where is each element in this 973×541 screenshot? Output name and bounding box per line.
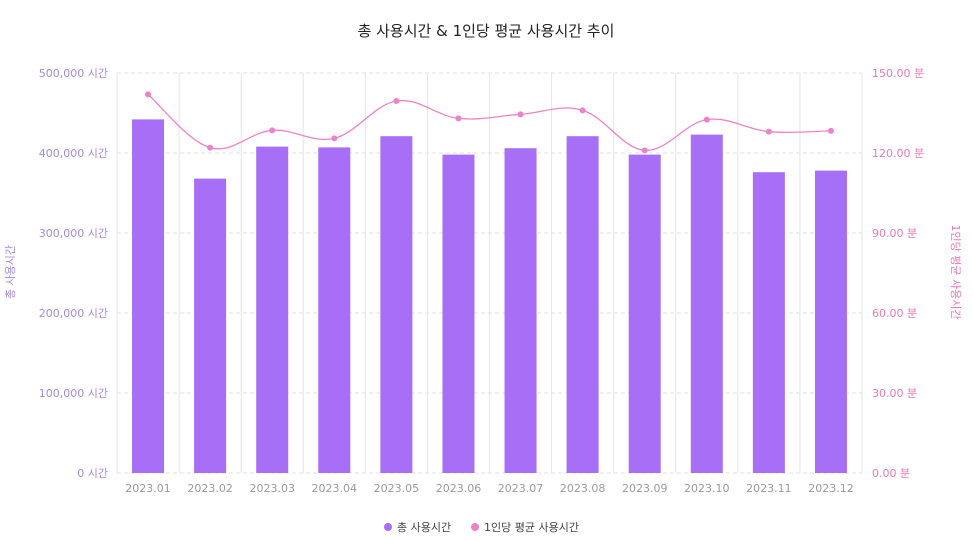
bar-2023.03[interactable] — [256, 146, 289, 473]
point-2023.12[interactable] — [827, 127, 834, 134]
x-tick-label: 2023.11 — [746, 482, 792, 495]
right-axis-ticks: 0.00 분 30.00 분 60.00 분 90.00 분 120.00 분 150.0… — [872, 67, 924, 480]
x-tick-label: 2023.12 — [808, 482, 854, 495]
right-tick-label: 90.00 분 — [872, 227, 917, 240]
left-tick-label: 0 시간 — [77, 467, 108, 480]
point-2023.03[interactable] — [269, 127, 276, 134]
left-tick-label: 200,000 시간 — [39, 307, 108, 320]
point-2023.01[interactable] — [145, 91, 152, 98]
point-2023.04[interactable] — [331, 135, 338, 142]
left-axis-label: 총 사용시간 — [4, 245, 17, 299]
legend-line-marker[interactable] — [471, 523, 479, 531]
left-tick-label: 300,000 시간 — [39, 227, 108, 240]
x-tick-label: 2023.05 — [374, 482, 420, 495]
right-tick-label: 150.00 분 — [872, 67, 924, 80]
x-tick-label: 2023.02 — [187, 482, 233, 495]
point-2023.10[interactable] — [703, 116, 710, 123]
left-tick-label: 400,000 시간 — [39, 147, 108, 160]
x-tick-label: 2023.04 — [312, 482, 358, 495]
x-tick-label: 2023.03 — [249, 482, 295, 495]
bar-series — [132, 119, 847, 474]
right-tick-label: 120.00 분 — [872, 147, 924, 160]
left-tick-label: 100,000 시간 — [39, 387, 108, 400]
x-tick-label: 2023.01 — [125, 482, 171, 495]
point-2023.11[interactable] — [765, 128, 772, 135]
legend-bar-marker[interactable] — [384, 523, 392, 531]
point-2023.07[interactable] — [517, 111, 524, 118]
point-2023.06[interactable] — [455, 115, 462, 122]
bar-2023.10[interactable] — [690, 134, 723, 473]
right-axis-label: 1인당 평균 사용시간 — [949, 225, 962, 320]
chart-title: 총 사용시간 & 1인당 평균 사용시간 추이 — [358, 22, 615, 40]
bar-2023.09[interactable] — [628, 154, 661, 473]
point-2023.08[interactable] — [579, 107, 586, 114]
line-series — [145, 91, 834, 154]
point-2023.09[interactable] — [641, 147, 648, 154]
x-tick-label: 2023.09 — [622, 482, 668, 495]
bar-2023.02[interactable] — [194, 178, 227, 473]
right-tick-label: 30.00 분 — [872, 387, 917, 400]
legend-line-label[interactable]: 1인당 평균 사용시간 — [484, 521, 579, 534]
bar-2023.04[interactable] — [318, 147, 351, 473]
point-2023.02[interactable] — [207, 144, 214, 151]
grid-lines — [116, 72, 863, 474]
legend-bar-label[interactable]: 총 사용시간 — [397, 521, 451, 534]
left-axis-ticks: 0 시간 100,000 시간 200,000 시간 300,000 시간 400,00… — [39, 67, 108, 480]
bar-2023.12[interactable] — [814, 170, 847, 473]
right-tick-label: 60.00 분 — [872, 307, 917, 320]
bar-2023.07[interactable] — [504, 148, 537, 473]
x-tick-label: 2023.10 — [684, 482, 730, 495]
bar-2023.06[interactable] — [442, 154, 475, 473]
left-tick-label: 500,000 시간 — [39, 67, 108, 80]
x-tick-label: 2023.07 — [498, 482, 544, 495]
x-tick-label: 2023.08 — [560, 482, 606, 495]
point-2023.05[interactable] — [393, 98, 400, 104]
bar-2023.08[interactable] — [566, 136, 599, 473]
bar-2023.01[interactable] — [132, 119, 165, 474]
bar-2023.11[interactable] — [752, 172, 785, 473]
right-tick-label: 0.00 분 — [872, 467, 910, 480]
x-tick-label: 2023.06 — [436, 482, 482, 495]
x-axis-ticks: 2023.01 2023.02 2023.03 2023.04 2023.05 2023.… — [125, 482, 853, 495]
bar-2023.05[interactable] — [380, 136, 413, 473]
legend: 총 사용시간 1인당 평균 사용시간 — [384, 521, 579, 534]
